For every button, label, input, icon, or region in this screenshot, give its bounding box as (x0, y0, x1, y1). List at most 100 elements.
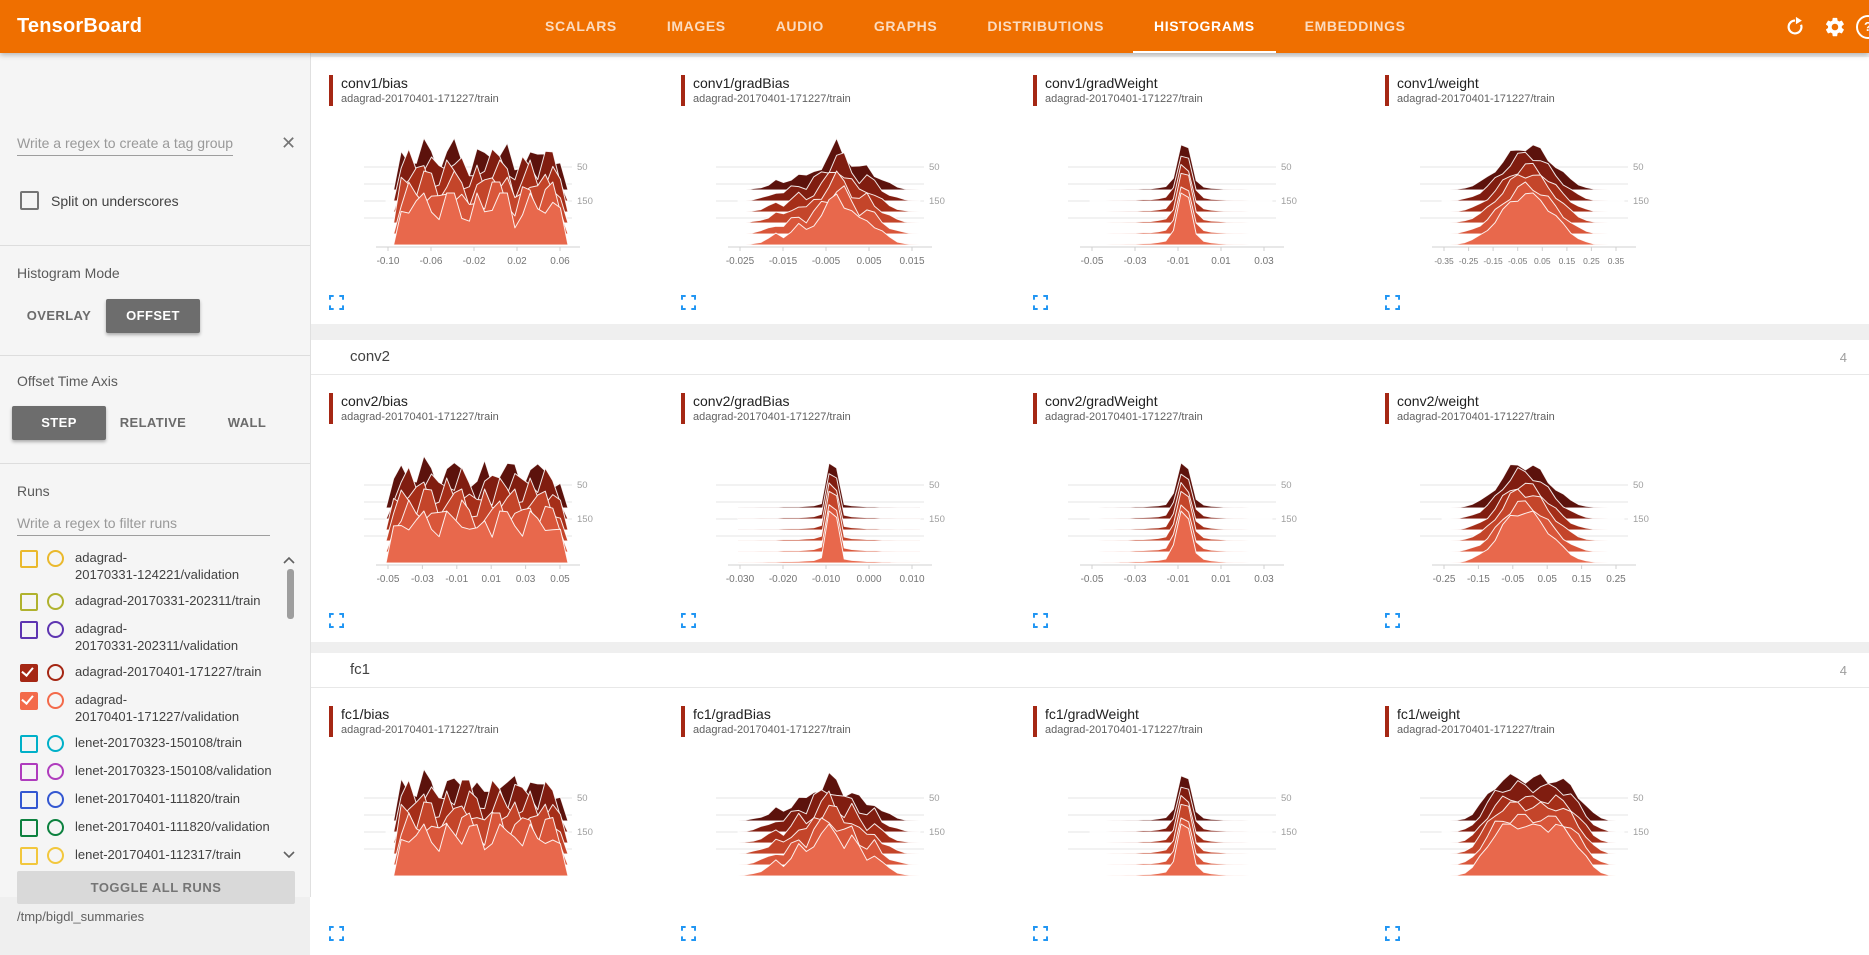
run-radio-circle[interactable] (47, 735, 64, 752)
chart-title-block: conv2/bias adagrad-20170401-171227/train (329, 393, 499, 424)
settings-gear-icon[interactable] (1824, 0, 1846, 53)
run-radio-circle[interactable] (47, 593, 64, 610)
fullscreen-expand-icon[interactable] (680, 294, 697, 315)
run-checkbox[interactable] (20, 593, 38, 611)
tag-regex-input[interactable] (17, 131, 233, 156)
run-row[interactable]: lenet-20170323-150108/validation (20, 762, 300, 781)
chart-title: conv1/weight (1397, 75, 1479, 91)
ridgeline-histogram-plot: 50 150 -0.10 -0.06 -0.02 0.02 0.06 (350, 117, 622, 287)
svg-text:0.010: 0.010 (899, 574, 924, 585)
run-checkbox[interactable] (20, 847, 38, 865)
tab-scalars[interactable]: SCALARS (545, 18, 617, 34)
ridgeline-histogram-plot: 50 150 -0.030 -0.020 -0.010 0.000 0.010 (702, 435, 974, 605)
fullscreen-expand-icon[interactable] (680, 612, 697, 633)
tab-distributions[interactable]: DISTRIBUTIONS (987, 18, 1105, 34)
help-icon[interactable]: ? (1856, 0, 1869, 53)
svg-text:-0.020: -0.020 (769, 574, 798, 585)
toggle-all-runs-button[interactable]: TOGGLE ALL RUNS (17, 871, 295, 904)
fullscreen-expand-icon[interactable] (1032, 294, 1049, 315)
run-radio-circle[interactable] (47, 550, 64, 567)
svg-text:-0.015: -0.015 (769, 256, 798, 267)
run-radio-circle[interactable] (47, 621, 64, 638)
fullscreen-expand-icon[interactable] (680, 925, 697, 946)
close-icon[interactable]: ✕ (281, 133, 297, 153)
fullscreen-expand-icon[interactable] (328, 294, 345, 315)
run-checkbox[interactable] (20, 819, 38, 837)
histogram-mode-offset-button[interactable]: OFFSET (106, 299, 200, 333)
svg-text:0.15: 0.15 (1572, 574, 1592, 585)
run-radio-circle[interactable] (47, 847, 64, 864)
offset-time-axis-wall-button[interactable]: WALL (227, 415, 267, 430)
fullscreen-expand-icon[interactable] (328, 612, 345, 633)
run-radio-circle[interactable] (47, 763, 64, 780)
tab-audio[interactable]: AUDIO (775, 18, 824, 34)
run-radio-circle[interactable] (47, 819, 64, 836)
svg-text:-0.01: -0.01 (1167, 574, 1190, 585)
run-row[interactable]: adagrad- 20170331-202311/validation (20, 620, 300, 654)
chart-run-name: adagrad-20170401-171227/train (1045, 93, 1203, 105)
run-checkbox[interactable] (20, 621, 38, 639)
run-checkbox[interactable] (20, 763, 38, 781)
chart-run-name: adagrad-20170401-171227/train (1397, 724, 1555, 736)
refresh-icon[interactable] (1784, 0, 1806, 53)
tab-images[interactable]: IMAGES (666, 18, 726, 34)
chart-title-block: conv1/weight adagrad-20170401-171227/trai… (1385, 75, 1555, 106)
run-checkbox[interactable] (20, 791, 38, 809)
run-checkbox[interactable] (20, 735, 38, 753)
group-count: 4 (1839, 350, 1847, 365)
offset-time-axis-group: STEP RELATIVE WALL (12, 406, 294, 440)
run-row[interactable]: adagrad-20170401-171227/train (20, 663, 300, 682)
histogram-card-fc1-gradWeight: fc1/gradWeight adagrad-20170401-171227/tr… (1014, 688, 1366, 955)
tab-graphs[interactable]: GRAPHS (873, 18, 938, 34)
run-list-scrollbar-thumb[interactable] (287, 569, 294, 619)
histogram-card-conv2-gradWeight: conv2/gradWeight adagrad-20170401-171227/… (1014, 375, 1366, 642)
run-row[interactable]: adagrad- 20170401-171227/validation (20, 691, 300, 725)
tab-embeddings[interactable]: EMBEDDINGS (1304, 18, 1406, 34)
divider (0, 245, 310, 246)
scroll-down-icon[interactable] (282, 846, 296, 859)
help-question-glyph: ? (1856, 14, 1869, 39)
fullscreen-expand-icon[interactable] (1384, 294, 1401, 315)
tab-histograms[interactable]: HISTOGRAMS (1133, 0, 1276, 53)
ridgeline-histogram-plot: 50 150 -0.35 -0.25 -0.15 -0.05 0.05 0.15 0.25 0.3… (1406, 117, 1678, 287)
svg-text:0.05: 0.05 (1537, 574, 1557, 585)
fullscreen-expand-icon[interactable] (1384, 925, 1401, 946)
group-title: fc1 (350, 661, 371, 678)
group-header-conv2[interactable]: conv2 4 (310, 340, 1869, 375)
svg-text:0.25: 0.25 (1606, 574, 1626, 585)
run-row[interactable]: lenet-20170401-112317/train (20, 846, 300, 865)
fullscreen-expand-icon[interactable] (1384, 612, 1401, 633)
run-checkbox[interactable] (20, 550, 38, 568)
scroll-up-icon[interactable] (282, 553, 296, 564)
offset-time-axis-relative-button[interactable]: RELATIVE (119, 415, 187, 430)
toolbar: TensorBoard SCALARS IMAGES AUDIO GRAPHS DIST… (0, 0, 1869, 53)
svg-text:-0.03: -0.03 (411, 574, 434, 585)
run-row[interactable]: adagrad- 20170331-124221/validation (20, 549, 300, 583)
run-row[interactable]: lenet-20170401-111820/validation (20, 818, 300, 837)
fullscreen-expand-icon[interactable] (1032, 925, 1049, 946)
run-row[interactable]: adagrad-20170331-202311/train (20, 592, 300, 611)
run-checkbox-checked[interactable] (20, 692, 38, 710)
svg-text:-0.05: -0.05 (1501, 574, 1524, 585)
histogram-card-conv2-weight: conv2/weight adagrad-20170401-171227/trai… (1366, 375, 1718, 642)
svg-text:0.03: 0.03 (516, 574, 536, 585)
run-row[interactable]: lenet-20170323-150108/train (20, 734, 300, 753)
split-on-underscores-checkbox[interactable]: Split on underscores (20, 191, 179, 210)
fullscreen-expand-icon[interactable] (1032, 612, 1049, 633)
run-row[interactable]: lenet-20170401-111820/train (20, 790, 300, 809)
chart-title-block: conv2/gradBias adagrad-20170401-171227/tr… (681, 393, 851, 424)
svg-text:150: 150 (1633, 514, 1649, 525)
run-radio-circle[interactable] (47, 791, 64, 808)
histogram-mode-overlay-button[interactable]: OVERLAY (26, 308, 92, 323)
run-regex-input[interactable] (17, 511, 270, 536)
fullscreen-expand-icon[interactable] (328, 925, 345, 946)
run-checkbox-checked[interactable] (20, 664, 38, 682)
histogram-card-conv1-gradBias: conv1/gradBias adagrad-20170401-171227/tr… (662, 57, 1014, 324)
ridgeline-histogram-plot: 50 150 (1054, 748, 1326, 918)
chart-title: conv1/gradBias (693, 75, 790, 91)
run-radio-circle[interactable] (47, 692, 64, 709)
svg-text:0.03: 0.03 (1254, 256, 1274, 267)
group-header-fc1[interactable]: fc1 4 (310, 653, 1869, 688)
run-radio-circle[interactable] (47, 664, 64, 681)
offset-time-axis-step-button[interactable]: STEP (12, 406, 106, 440)
